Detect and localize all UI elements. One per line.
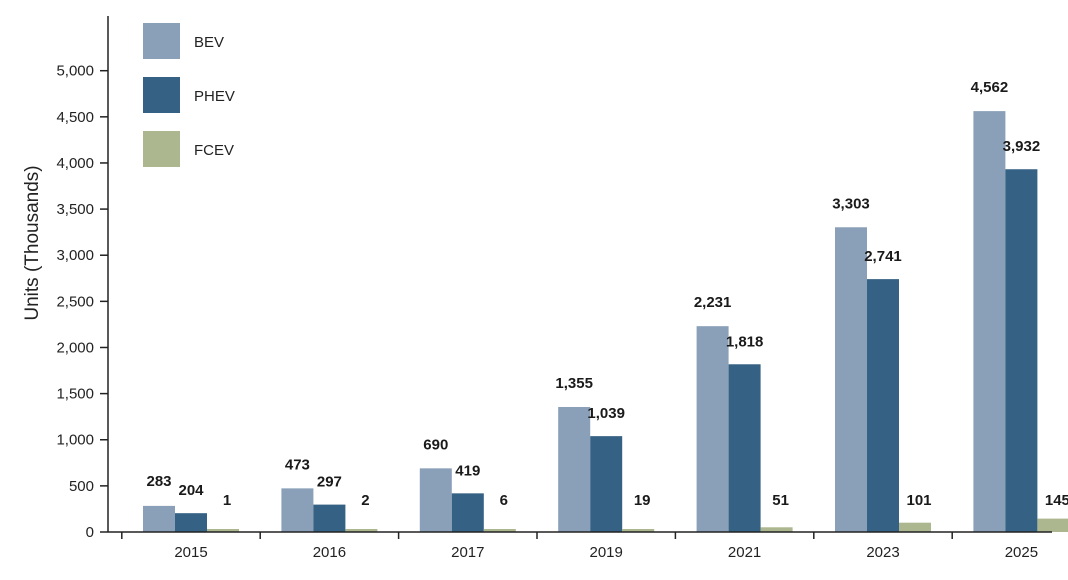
bar-bev: [973, 111, 1006, 533]
x-tick-label: 2019: [590, 544, 623, 561]
bar-fcev: [207, 529, 239, 532]
data-label-phev: 3,932: [1003, 138, 1041, 155]
x-tick-label: 2021: [728, 544, 761, 561]
y-tick-label: 3,000: [56, 247, 94, 264]
x-tick-label: 2023: [866, 544, 899, 561]
y-tick-label: 500: [69, 478, 94, 495]
y-tick-label: 4,000: [56, 155, 94, 172]
bar-fcev: [899, 522, 931, 532]
data-label-phev: 2,741: [864, 248, 902, 265]
bar-bev: [835, 227, 867, 533]
y-tick-label: 4,500: [56, 109, 94, 126]
legend-swatch-fcev: [143, 131, 180, 167]
data-label-fcev: 2: [361, 492, 369, 509]
data-label-bev: 3,303: [832, 195, 870, 212]
bar-phev: [175, 513, 207, 532]
y-axis-title: Units (Thousands): [22, 165, 43, 320]
data-label-fcev: 51: [772, 492, 789, 509]
x-tick-label: 2025: [1005, 544, 1038, 561]
x-axis: 2015 2016 2017 2019 2021 2023 2025: [121, 532, 1038, 561]
y-tick-label: 1,000: [56, 432, 94, 449]
bar-bev: [143, 505, 175, 532]
y-tick-label: 5,000: [56, 63, 94, 80]
data-label-fcev: 19: [634, 492, 651, 509]
y-axis: 0 500 1,000 1,500 2,000 2,500 3,000 3,500 4,000 4…: [56, 63, 108, 541]
data-label-bev: 2,231: [694, 294, 732, 311]
data-label-phev: 1,039: [587, 405, 625, 422]
bar-bev: [281, 488, 314, 532]
bar-bev: [419, 468, 452, 532]
bars-group: [143, 111, 1068, 533]
x-tick-label: 2017: [451, 544, 484, 561]
data-label-bev: 473: [285, 456, 310, 473]
bar-fcev: [483, 529, 516, 532]
data-label-phev: 419: [455, 462, 480, 479]
legend-label-fcev: FCEV: [194, 142, 234, 159]
bar-phev: [867, 279, 899, 532]
bar-fcev: [760, 527, 793, 532]
bar-bev: [558, 406, 591, 532]
data-label-bev: 690: [423, 436, 448, 453]
legend: BEV PHEV FCEV: [143, 23, 235, 167]
bar-fcev: [345, 529, 378, 532]
legend-label-bev: BEV: [194, 34, 224, 51]
x-tick-label: 2015: [174, 544, 207, 561]
data-label-phev: 1,818: [726, 333, 764, 350]
legend-swatch-bev: [143, 23, 180, 59]
bar-phev: [313, 504, 346, 532]
y-tick-label: 0: [86, 524, 94, 541]
y-tick-label: 2,000: [56, 339, 94, 356]
y-tick-label: 3,500: [56, 201, 94, 218]
data-label-bev: 4,562: [971, 79, 1009, 96]
data-label-fcev: 145: [1045, 492, 1068, 509]
bar-fcev: [622, 529, 655, 532]
data-label-bev: 283: [146, 473, 171, 490]
bar-phev: [590, 436, 623, 532]
legend-label-phev: PHEV: [194, 88, 235, 105]
bar-phev: [451, 493, 484, 532]
data-label-phev: 297: [317, 474, 342, 491]
data-label-fcev: 101: [906, 492, 931, 509]
data-labels-group: 283 204 1 473 297 2 690 419 6 1,355 1,039 19 2,231 1,…: [146, 79, 1068, 509]
data-label-phev: 204: [178, 482, 204, 499]
bar-fcev: [1037, 518, 1068, 532]
data-label-fcev: 6: [500, 492, 508, 509]
x-tick-label: 2016: [313, 544, 346, 561]
data-label-fcev: 1: [223, 492, 231, 509]
y-tick-label: 2,500: [56, 293, 94, 310]
bar-phev: [1005, 169, 1038, 532]
legend-swatch-phev: [143, 77, 180, 113]
bar-phev: [728, 364, 761, 532]
bar-bev: [696, 326, 729, 532]
data-label-bev: 1,355: [555, 375, 593, 392]
y-tick-label: 1,500: [56, 386, 94, 403]
